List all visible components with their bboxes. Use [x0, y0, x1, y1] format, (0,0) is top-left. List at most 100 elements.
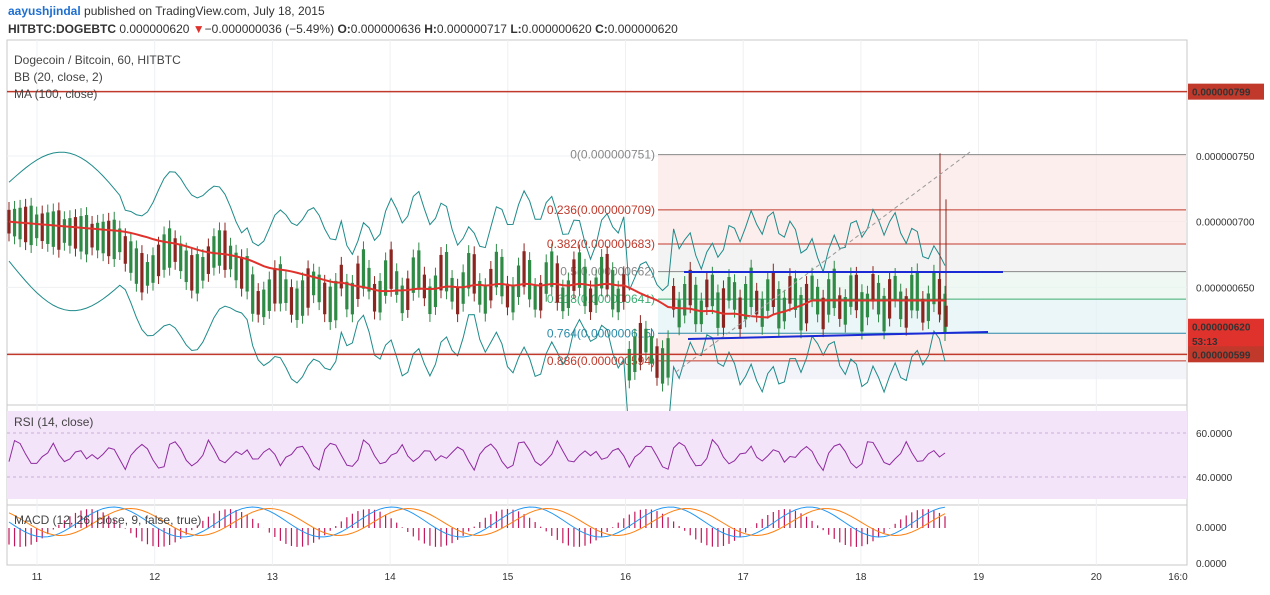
candle-body: [467, 253, 471, 289]
candle-body: [389, 249, 393, 289]
candle-body: [62, 219, 66, 243]
candle-body: [345, 281, 349, 310]
candle-body: [256, 291, 260, 315]
symbol: HITBTC:DOGEBTC: [8, 22, 116, 36]
drawing-overlays[interactable]: [7, 90, 1187, 373]
price-tag-text: 53:13: [1192, 337, 1218, 348]
candle-body: [417, 250, 421, 290]
candle-body: [267, 279, 271, 311]
candle-body: [821, 297, 825, 330]
fib-band: [658, 360, 1186, 380]
price-tag-text: 0.000000599: [1192, 350, 1251, 361]
candle-body: [793, 278, 798, 310]
candle-body: [544, 262, 548, 294]
candle-body: [838, 295, 842, 319]
x-tick-label: 16:0: [1168, 572, 1188, 583]
candle-body: [577, 252, 582, 288]
x-tick-label: 11: [32, 572, 43, 583]
candle-body: [539, 282, 543, 311]
moving-average-line: [8, 220, 946, 319]
rsi-line: [8, 438, 946, 472]
candle-body: [799, 294, 803, 331]
candle-body: [843, 297, 847, 325]
candle-body: [516, 265, 521, 298]
candle-body: [223, 230, 227, 270]
candle-body: [572, 259, 576, 291]
price-tag-bg: [1188, 318, 1264, 335]
candle-body: [655, 346, 659, 378]
candle-body: [505, 283, 510, 308]
candle-body: [422, 274, 426, 299]
fib-level-label: 0.236(0.000000709): [547, 203, 655, 217]
candle-body: [782, 297, 786, 322]
author-link[interactable]: aayushjindal: [8, 4, 81, 18]
candle-body: [921, 298, 925, 323]
candle-body: [96, 222, 100, 251]
candle-body: [361, 249, 366, 289]
candle-body: [611, 270, 615, 310]
candle-body: [622, 274, 626, 302]
candle-body: [151, 255, 155, 283]
candle-body: [134, 248, 138, 284]
candle-body: [888, 279, 892, 319]
candle-body: [494, 251, 498, 288]
candle-body: [79, 216, 83, 252]
candle-body: [350, 282, 354, 315]
candle-body: [893, 275, 897, 300]
candle-body: [162, 234, 166, 270]
candle-body: [744, 283, 748, 320]
fib-diagonal: [675, 151, 971, 373]
candle-body: [882, 295, 886, 332]
candle-body: [40, 213, 44, 242]
fib-band: [658, 271, 1186, 300]
candle-body: [90, 223, 94, 248]
candle-body: [522, 251, 526, 287]
candle-body: [450, 277, 454, 302]
candle-body: [7, 209, 11, 234]
candle-body: [760, 299, 764, 327]
candle-body: [195, 254, 199, 294]
candles: [7, 153, 948, 392]
candle-body: [428, 286, 432, 315]
macd-panel: [8, 506, 946, 547]
candle-body: [732, 282, 737, 310]
candle-body: [384, 260, 388, 296]
candle-body: [694, 284, 698, 325]
candle-body: [555, 263, 559, 303]
candle-body: [827, 279, 831, 315]
candle-body: [483, 286, 487, 314]
fib-band: [658, 209, 1186, 244]
candle-body: [312, 271, 316, 296]
candle-body: [854, 274, 858, 311]
candle-body: [334, 280, 338, 321]
open-value: 0.000000636: [350, 22, 421, 36]
ma-100-line: [8, 220, 946, 319]
candle-body: [500, 256, 504, 297]
candle-body: [649, 336, 654, 364]
price-tick-label: 0.000000700: [1196, 218, 1255, 229]
candle-body: [550, 251, 554, 287]
rsi-tick-label: 40.0000: [1196, 473, 1233, 484]
candle-body: [251, 274, 255, 314]
x-tick-label: 14: [385, 572, 397, 583]
rsi-panel: [7, 411, 1187, 499]
candle-body: [317, 274, 321, 303]
candle-body: [926, 293, 930, 322]
rsi-legend: RSI (14, close): [14, 415, 93, 429]
candle-body: [168, 228, 172, 268]
candle-body: [899, 291, 903, 320]
candle-body: [123, 236, 127, 264]
candle-body: [24, 206, 28, 243]
candle-body: [378, 280, 382, 313]
candle-body: [860, 292, 864, 332]
candle-body: [600, 256, 604, 289]
candle-body: [173, 238, 177, 262]
x-tick-label: 20: [1091, 572, 1103, 583]
candle-body: [871, 274, 875, 302]
candle-body: [395, 271, 399, 295]
candle-body: [721, 288, 726, 328]
bollinger-band: [8, 151, 946, 442]
candle-body: [910, 274, 914, 311]
x-tick-label: 12: [149, 572, 161, 583]
